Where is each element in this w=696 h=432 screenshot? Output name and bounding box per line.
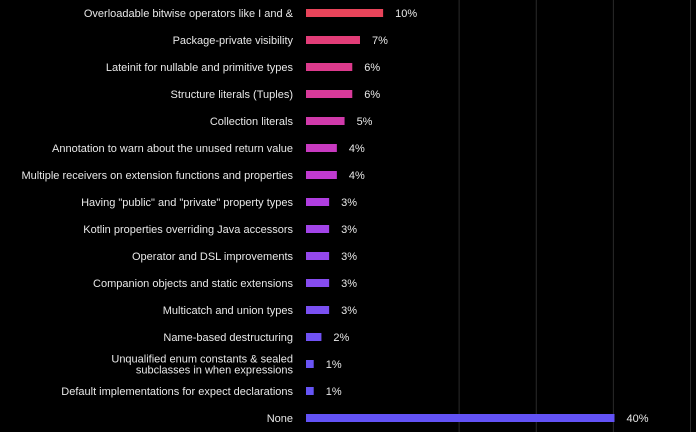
value-label: 3% (341, 251, 357, 263)
category-label: Annotation to warn about the unused retu… (52, 143, 293, 155)
category-label: Unqualified enum constants & sealed subcl… (111, 354, 293, 377)
bar (306, 252, 330, 260)
category-label: Having "public" and "private" property t… (81, 197, 293, 209)
category-label: Package-private visibility (173, 35, 294, 47)
value-label: 4% (349, 143, 365, 155)
value-label: 5% (357, 116, 373, 128)
bar (306, 36, 360, 44)
bar (306, 306, 330, 314)
value-label: 7% (372, 35, 388, 47)
bar (306, 414, 615, 422)
value-label: 1% (326, 386, 342, 398)
category-labels: Overloadable bitwise operators like I an… (22, 8, 294, 425)
bar (306, 9, 384, 17)
category-label: Multicatch and union types (163, 305, 294, 317)
value-label: 6% (364, 62, 380, 74)
category-label: Operator and DSL improvements (132, 251, 293, 263)
bar (306, 225, 330, 233)
bar (306, 387, 314, 395)
bar (306, 117, 345, 125)
category-label: Overloadable bitwise operators like I an… (84, 8, 294, 20)
value-label: 10% (395, 8, 417, 20)
category-label: Multiple receivers on extension function… (22, 170, 294, 182)
bars (306, 9, 615, 422)
bar (306, 333, 322, 341)
value-label: 6% (364, 89, 380, 101)
value-label: 3% (341, 197, 357, 209)
value-label: 1% (326, 359, 342, 371)
value-label: 2% (333, 332, 349, 344)
category-label: None (267, 413, 293, 425)
bar (306, 63, 353, 71)
bar (306, 198, 330, 206)
category-label: Default implementations for expect decla… (61, 386, 293, 398)
category-label: Lateinit for nullable and primitive type… (106, 62, 294, 74)
value-label: 3% (341, 278, 357, 290)
category-label: Collection literals (210, 116, 294, 128)
bar (306, 90, 353, 98)
category-label: Name-based destructuring (163, 332, 293, 344)
value-label: 4% (349, 170, 365, 182)
value-label: 3% (341, 224, 357, 236)
value-label: 40% (627, 413, 649, 425)
category-label: Structure literals (Tuples) (171, 89, 293, 101)
gridlines (458, 0, 691, 432)
bar (306, 144, 337, 152)
category-label: Companion objects and static extensions (93, 278, 293, 290)
value-labels: 10% 7% 6% 6% 5% 4% 4% 3% 3% 3% 3% 3% 2% 1% 1% 40% (326, 8, 649, 425)
value-label: 3% (341, 305, 357, 317)
category-label: Kotlin properties overriding Java access… (83, 224, 293, 236)
bar (306, 360, 314, 368)
bar (306, 171, 337, 179)
bar (306, 279, 330, 287)
